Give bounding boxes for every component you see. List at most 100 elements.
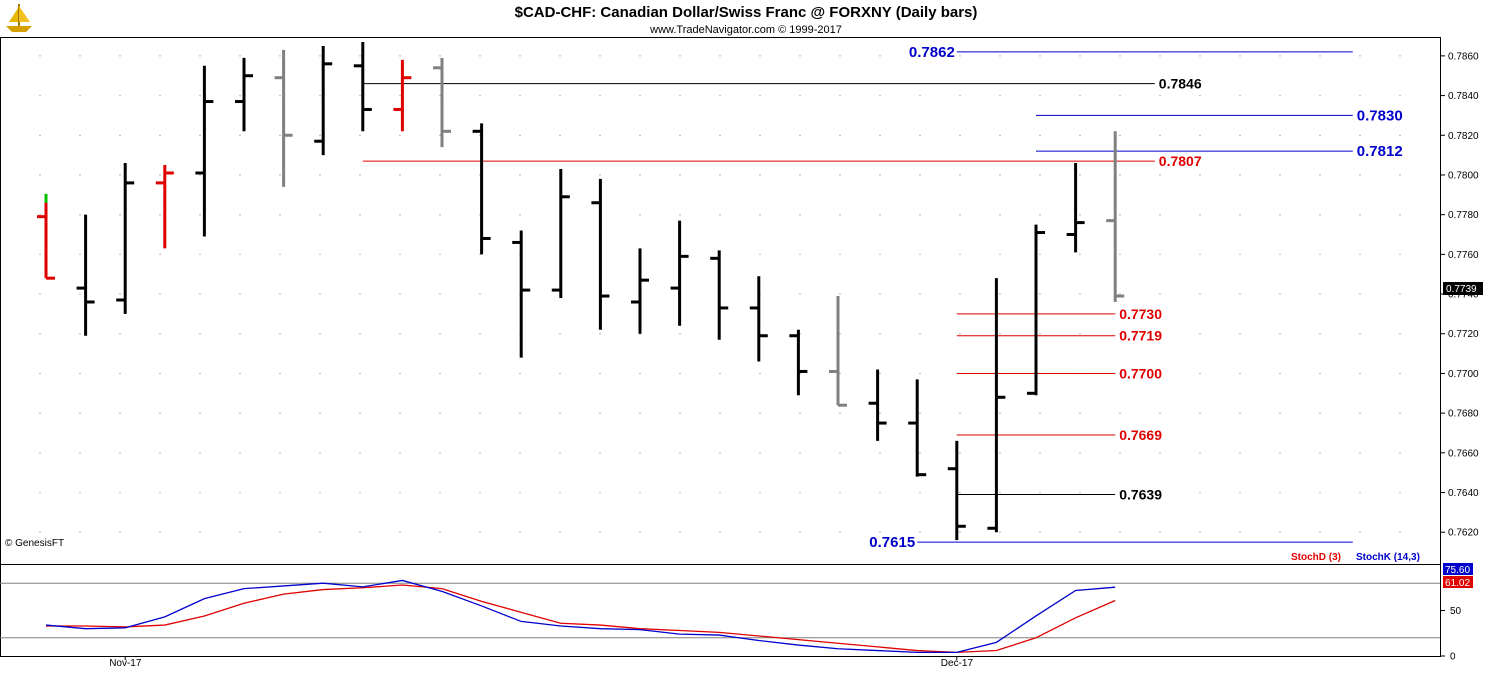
grid-dot [39, 253, 41, 256]
grid-dot [919, 213, 921, 216]
grid-dot [759, 55, 761, 57]
grid-dot [119, 452, 121, 454]
grid-dot [1279, 372, 1281, 375]
grid-dot [359, 134, 361, 137]
grid-dot [1359, 332, 1361, 335]
level-label: 0.7812 [1357, 143, 1403, 160]
grid-dot [1039, 531, 1041, 534]
grid-dot [479, 332, 481, 335]
grid-dot [119, 253, 121, 256]
grid-dot [319, 174, 321, 176]
grid-dot [39, 531, 41, 534]
grid-dot [999, 412, 1001, 414]
grid-dot [439, 491, 441, 494]
copyright-label: © GenesisFT [5, 538, 64, 549]
grid-dot [1199, 55, 1201, 57]
stoch-line [46, 584, 1116, 654]
grid-dot [1239, 452, 1241, 454]
grid-dot [439, 372, 441, 375]
stoch-tick-label: 0 [1450, 652, 1456, 663]
grid-dot [359, 531, 361, 534]
grid-dot [79, 174, 81, 176]
grid-dot [759, 134, 761, 137]
grid-dot [1119, 332, 1121, 335]
price-tick-label: 0.7660 [1448, 448, 1479, 459]
grid-dot [959, 412, 961, 414]
grid-dot [1199, 531, 1201, 534]
grid-dot [1239, 213, 1241, 216]
grid-dot [399, 253, 401, 256]
grid-dot [879, 213, 881, 216]
grid-dot [999, 94, 1001, 97]
grid-dot [919, 174, 921, 176]
grid-dot [999, 253, 1001, 256]
grid-dot [1279, 412, 1281, 414]
grid-dot [839, 491, 841, 494]
price-tick-label: 0.7700 [1448, 369, 1479, 380]
sailing-ship-icon [6, 4, 32, 32]
grid-dot [799, 452, 801, 454]
ohlc-bar [591, 178, 610, 330]
ohlc-bar [631, 248, 649, 334]
grid-dot [479, 293, 481, 295]
price-tick-label: 0.7680 [1448, 409, 1479, 420]
grid-dot [39, 94, 41, 97]
grid-dot [359, 412, 361, 414]
grid-dot [1319, 452, 1321, 454]
grid-dot [1239, 332, 1241, 335]
grid-dot [1079, 94, 1081, 97]
price-tick-label: 0.7860 [1448, 51, 1479, 62]
grid-dot [279, 491, 281, 494]
grid-dot [1119, 253, 1121, 256]
grid-dot [559, 452, 561, 454]
grid-dot [1039, 94, 1041, 97]
grid-dot [1359, 213, 1361, 216]
grid-dot [999, 332, 1001, 335]
grid-dot [1279, 491, 1281, 494]
grid-dot [159, 491, 161, 494]
grid-dot [319, 491, 321, 494]
grid-dot [1319, 134, 1321, 137]
grid-dot [159, 253, 161, 256]
grid-dot [679, 452, 681, 454]
grid-dot [119, 372, 121, 375]
grid-dot [1359, 55, 1361, 57]
price-axis: 0.7620 0.7640 0.7660 0.7680 0.7700 0.7720 0.77… [1440, 51, 1479, 539]
grid-dot [199, 213, 201, 216]
grid-dot [319, 372, 321, 375]
ohlc-bar [37, 194, 55, 280]
ohlc-bar [908, 379, 927, 477]
grid-dot [1279, 253, 1281, 256]
grid-dot [39, 412, 41, 414]
price-panel-frame [0, 37, 1441, 657]
ohlc-bar [1106, 131, 1125, 302]
grid-dot [879, 253, 881, 256]
grid-dot [839, 213, 841, 216]
date-tick-label: Nov-17 [109, 658, 142, 669]
grid-dot [39, 55, 41, 57]
grid-dot [679, 213, 681, 216]
grid-dot [1079, 332, 1081, 335]
grid-dot [199, 94, 201, 97]
grid-dot [1239, 412, 1241, 414]
date-tick-label: Dec-17 [941, 658, 974, 669]
grid-dot [599, 55, 601, 57]
grid-dot [479, 94, 481, 97]
grid-dot [159, 372, 161, 375]
grid-dot [1039, 491, 1041, 494]
grid-dot [239, 412, 241, 414]
grid-dot [999, 491, 1001, 494]
grid-dot [79, 531, 81, 534]
grid-dot [599, 531, 601, 534]
grid-dot [799, 174, 801, 176]
grid-dot [1199, 412, 1201, 414]
grid-dot [399, 412, 401, 414]
grid-dot [479, 55, 481, 57]
grid-dot [39, 372, 41, 375]
grid-dot [359, 332, 361, 335]
ohlc-bar [235, 57, 253, 132]
grid-dot [879, 94, 881, 97]
grid-dot [1399, 491, 1401, 494]
grid-dot [1319, 55, 1321, 57]
grid-dot [879, 452, 881, 454]
